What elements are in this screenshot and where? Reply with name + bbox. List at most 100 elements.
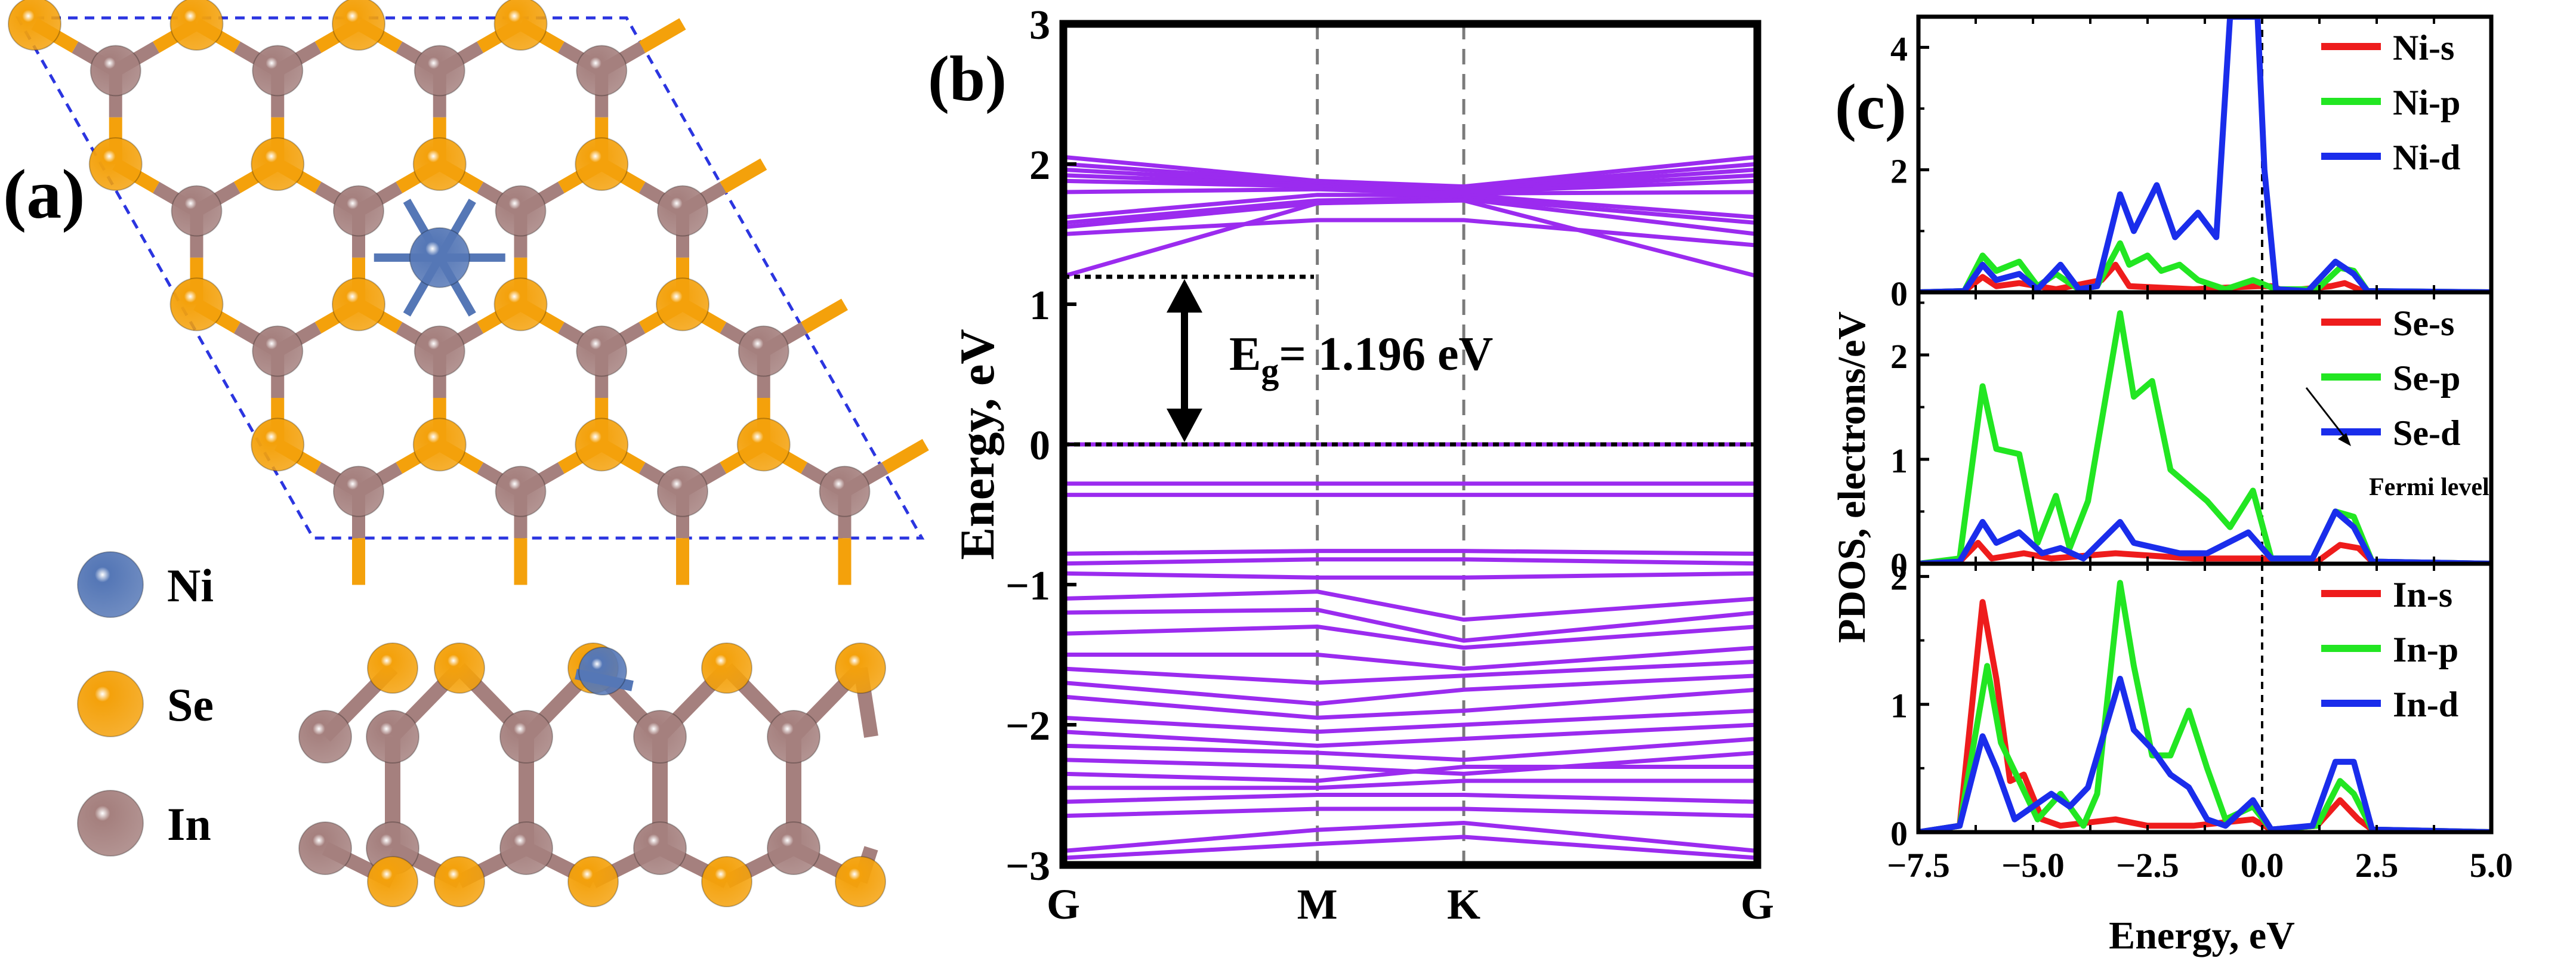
valence-band <box>1063 737 1758 762</box>
in-atom <box>633 710 687 764</box>
se-atom <box>367 642 418 694</box>
panel-label-c: (c) <box>1835 72 1906 143</box>
valence-band <box>1063 624 1758 650</box>
pdos-series-group <box>1918 580 2491 832</box>
bond <box>720 158 767 193</box>
pdos-x-tick-label: 2.5 <box>2355 846 2399 885</box>
conduction-band <box>1063 198 1758 279</box>
in-atom <box>414 45 465 97</box>
in-atom <box>499 821 553 875</box>
legend-label-in: In <box>167 798 211 850</box>
pdos-line-ni-s <box>1918 261 2491 292</box>
in-atom <box>333 185 384 237</box>
band-lines <box>1063 154 1758 860</box>
se-atom <box>169 277 224 332</box>
pdos-y-tick-label: 0 <box>1890 814 1908 853</box>
in-atom <box>499 710 553 764</box>
pdos-line-in-s <box>1918 599 2491 832</box>
conduction-band <box>1063 195 1758 225</box>
pdos-line-in-p <box>1918 580 2491 832</box>
pdos-x-tick-label: −2.5 <box>2116 846 2179 885</box>
in-atom <box>171 185 223 237</box>
band-y-tick-label: −3 <box>1005 843 1050 889</box>
pdos-x-axis-label: Energy, eV <box>2109 914 2295 957</box>
se-atom <box>8 0 61 51</box>
atom-legend: Ni Se In <box>77 551 214 857</box>
pdos-legend-label-in-p: In-p <box>2393 630 2458 669</box>
in-atom <box>819 465 871 517</box>
band-y-tick-label: 3 <box>1029 2 1050 48</box>
pdos-line-se-s <box>1918 540 2491 564</box>
pdos-y-tick-label: 0 <box>1890 274 1908 313</box>
valence-band <box>1063 765 1757 783</box>
pdos-subplots: Ni-sNi-pNi-d024Se-sSe-pSe-d012In-sIn-pIn… <box>1890 14 2494 853</box>
pdos-x-tick-label: 0.0 <box>2241 846 2284 885</box>
band-y-tick-label: 1 <box>1029 283 1050 329</box>
se-atom <box>332 0 385 51</box>
gap-arrow-head-up <box>1167 279 1202 313</box>
pdos-subplot: Se-s Se-p Se-d 0 1 2 <box>1890 290 2494 585</box>
ni-atom <box>409 227 470 288</box>
se-atom <box>567 856 619 907</box>
se-atom <box>493 0 548 51</box>
pdos-y-axis-label: PDOS, electrons/eV <box>1830 311 1874 643</box>
valence-band <box>1063 835 1758 860</box>
pdos-legend-label-ni-s: Ni-s <box>2393 28 2454 67</box>
se-atom <box>412 418 467 472</box>
pdos-line-ni-p <box>1918 240 2491 292</box>
pdos-line-se-d <box>1918 508 2491 564</box>
band-y-tick-label: 2 <box>1029 143 1050 188</box>
in-atom <box>414 325 465 377</box>
valence-band <box>1063 645 1758 671</box>
band-y-tick-label: −2 <box>1005 703 1050 749</box>
pdos-x-tick-label: −5.0 <box>2001 846 2065 885</box>
se-atom <box>412 137 467 191</box>
pdos-series-group <box>1918 310 2491 564</box>
se-atom <box>575 137 629 191</box>
pdos-subplot: In-s In-p In-d 0 1 2 <box>1890 558 2494 853</box>
in-atom <box>767 710 820 764</box>
fermi-level-arrow <box>2305 387 2351 446</box>
pdos-legend-label-se-s: Se-s <box>2393 304 2454 343</box>
valence-band <box>1063 750 1758 776</box>
se-atom <box>434 642 485 694</box>
pdos-y-tick-label: 1 <box>1890 441 1908 480</box>
kpoint-label: M <box>1297 880 1338 928</box>
se-atom <box>77 670 144 737</box>
pdos-legend-label-ni-p: Ni-p <box>2393 83 2460 122</box>
legend-label-se: Se <box>167 679 214 731</box>
in-atom <box>90 45 141 97</box>
in-atom <box>767 821 820 875</box>
valence-band <box>1063 571 1758 580</box>
in-atom <box>495 185 547 237</box>
ni-dopant <box>374 199 505 317</box>
pdos-legend-label-in-d: In-d <box>2393 685 2458 724</box>
band-y-tick-label: 0 <box>1029 423 1050 469</box>
pdos-y-tick-label: 0 <box>1890 546 1908 585</box>
valence-band <box>1063 806 1758 818</box>
pdos-x-axis: −7.5 −5.0 −2.5 0.0 2.5 5.0 <box>1887 846 2513 885</box>
in-atom <box>298 710 352 764</box>
pdos-legend-label-se-d: Se-d <box>2393 413 2460 453</box>
valence-band <box>1063 607 1758 643</box>
valence-band <box>1063 673 1758 706</box>
panel-label-b: (b) <box>928 44 1007 115</box>
kpoint-grid-lines <box>1316 24 1466 865</box>
se-atom <box>251 418 305 472</box>
se-atom <box>493 277 548 332</box>
se-atom <box>701 856 752 907</box>
in-atom <box>738 325 789 377</box>
in-atom <box>366 710 419 764</box>
se-atom <box>88 137 143 191</box>
ni-atom <box>77 551 144 618</box>
in-atom <box>633 821 687 875</box>
pdos-legend-label-in-s: In-s <box>2393 575 2452 614</box>
in-atom <box>576 325 628 377</box>
se-atom <box>332 277 385 332</box>
fermi-level-label: Fermi level <box>2369 474 2489 501</box>
top-view-lattice <box>8 0 929 585</box>
unit-cell-outline <box>15 16 925 540</box>
legend-label-ni: Ni <box>167 560 214 611</box>
pdos-y-tick-label: 2 <box>1890 558 1908 597</box>
